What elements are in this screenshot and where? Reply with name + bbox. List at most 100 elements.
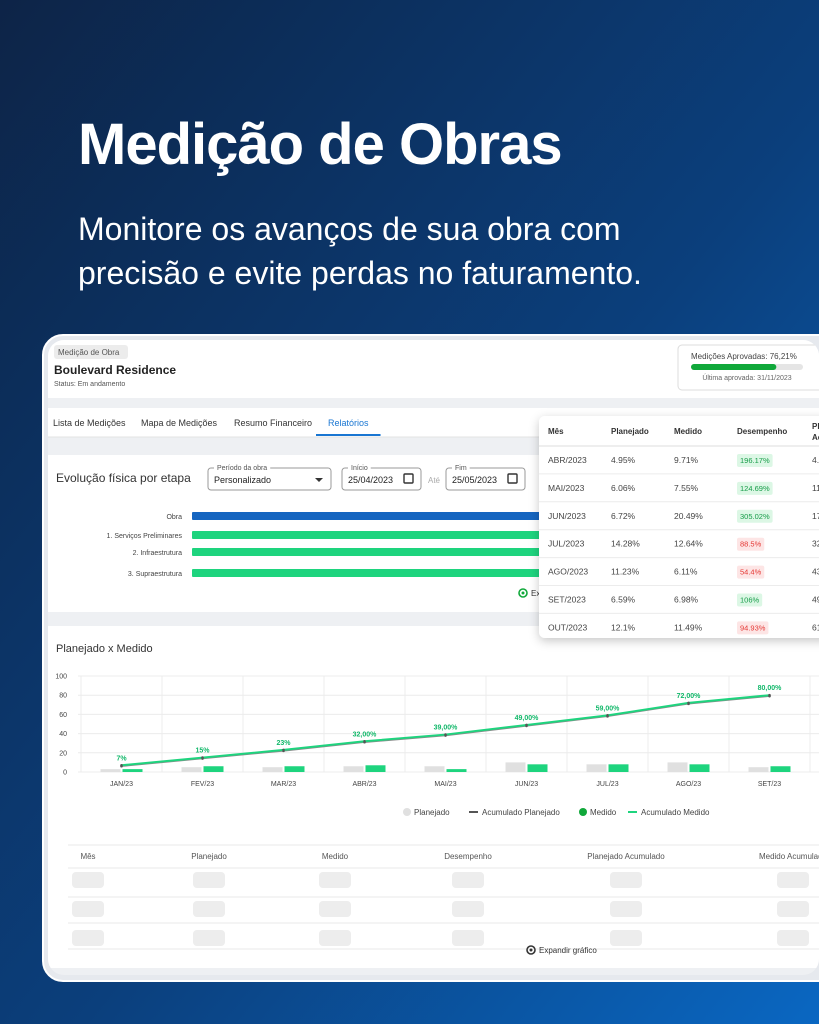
project-status: Status: Em andamento xyxy=(54,381,125,388)
approvals-last: Última aprovada: 31/11/2023 xyxy=(702,373,791,382)
project-name: Boulevard Residence xyxy=(54,363,176,377)
popup-table: Mês Planejado Medido Desempenho PlanejadoAcu… xyxy=(539,416,819,638)
bar xyxy=(284,766,305,772)
y-tick-label: 80 xyxy=(59,693,67,700)
performance-value: 305.02% xyxy=(740,512,770,521)
x-tick-label: FEV/23 xyxy=(191,781,214,788)
label-bg xyxy=(452,466,470,471)
tab[interactable]: Lista de Medições xyxy=(53,418,126,428)
popup-cell: 4.95% xyxy=(812,455,819,465)
table-header: Medido Acumulado xyxy=(759,852,819,861)
popup-cell: JUN/2023 xyxy=(548,511,586,521)
performance-value: 88.5% xyxy=(740,540,762,549)
point xyxy=(282,748,285,752)
popup-cell: 61.93% xyxy=(812,622,819,632)
popup-cell: 43.24% xyxy=(812,567,819,577)
performance-badge xyxy=(737,454,773,467)
tab-underline xyxy=(316,434,381,436)
point xyxy=(363,739,366,743)
calendar-icon xyxy=(403,473,414,484)
data-label: 32,00% xyxy=(353,731,378,738)
table-header: Planejado xyxy=(191,852,227,861)
bar xyxy=(365,765,386,772)
popup-cell: 7.55% xyxy=(674,483,699,493)
popup-cell: 9.71% xyxy=(674,455,699,465)
skeleton-cell xyxy=(610,901,642,917)
bar xyxy=(748,767,769,772)
performance-value: 94.93% xyxy=(740,623,766,632)
popup-cell: SET/2023 xyxy=(548,595,586,605)
skeleton-cell xyxy=(193,872,225,888)
skeleton-cell xyxy=(319,901,351,917)
bar xyxy=(262,767,283,772)
popup-cell: JUL/2023 xyxy=(548,539,585,549)
tab[interactable]: Mapa de Medições xyxy=(141,418,218,428)
skeleton-cell xyxy=(452,872,484,888)
x-tick-label: JAN/23 xyxy=(110,781,133,788)
bar xyxy=(505,762,526,772)
skeleton-cell xyxy=(193,901,225,917)
performance-value: 196.17% xyxy=(740,456,770,465)
start-date-box[interactable] xyxy=(341,467,422,491)
popup-cell: 32.01% xyxy=(812,539,819,549)
popup-cell: 4.95% xyxy=(611,455,636,465)
bar xyxy=(586,764,607,772)
performance-badge xyxy=(737,565,765,579)
data-label: 49,00% xyxy=(515,715,540,722)
tab[interactable]: Relatórios xyxy=(328,418,369,428)
tab[interactable]: Resumo Financeiro xyxy=(234,418,312,428)
bar xyxy=(770,766,791,772)
expand-link[interactable]: Expandir gráfico xyxy=(539,946,597,955)
popup-cell: 6.59% xyxy=(611,595,636,605)
label-bg xyxy=(214,466,271,471)
end-date-label: Fim xyxy=(455,465,467,472)
popup-cell: 49.83% xyxy=(812,595,819,605)
eye-icon xyxy=(518,588,528,598)
legend-label: Medido xyxy=(590,808,617,817)
data-label: 39,00% xyxy=(434,725,459,732)
eye-icon xyxy=(526,945,536,955)
breadcrumb-pill xyxy=(54,345,128,359)
period-select-value: Personalizado xyxy=(214,475,271,485)
legend-label: Acumulado Planejado xyxy=(482,808,560,817)
performance-badge xyxy=(737,509,773,523)
bar xyxy=(343,766,364,772)
hero-subtitle: Monitore os avanços de sua obra com xyxy=(78,211,621,247)
popup-cell: MAI/2023 xyxy=(548,483,585,493)
skeleton-cell xyxy=(72,930,104,946)
stage-label: 1. Serviços Preliminares xyxy=(107,533,183,540)
bar xyxy=(100,769,121,772)
end-date-box[interactable] xyxy=(445,467,526,491)
popup-header: Desempenho xyxy=(737,427,787,436)
breadcrumb: Medição de Obra xyxy=(58,348,120,357)
performance-value: 106% xyxy=(740,596,760,605)
approvals-label: Medições Aprovadas: 76,21% xyxy=(691,352,797,361)
hero-subtitle: precisão e evite perdas no faturamento. xyxy=(78,255,642,291)
skeleton-cell xyxy=(452,901,484,917)
dropdown-arrow xyxy=(315,478,323,482)
popup-cell: 14.28% xyxy=(611,539,640,549)
skeleton-cell xyxy=(193,930,225,946)
x-tick-label: MAR/23 xyxy=(271,781,296,788)
skeleton-cell xyxy=(319,930,351,946)
table-header: Desempenho xyxy=(444,852,492,861)
popup-cell: OUT/2023 xyxy=(548,622,587,632)
point xyxy=(606,714,609,717)
date-separator: Até xyxy=(428,476,441,485)
popup-cell: ABR/2023 xyxy=(548,455,587,465)
legend-marker xyxy=(579,808,587,816)
popup-cell: 12.64% xyxy=(674,539,703,549)
popup-cell: 17.73% xyxy=(812,511,819,521)
y-tick-label: 40 xyxy=(59,731,67,738)
point xyxy=(768,693,771,697)
popup-cell: 11.01% xyxy=(812,483,819,493)
bar xyxy=(424,766,445,772)
calendar-icon xyxy=(507,473,518,484)
x-tick-label: MAI/23 xyxy=(434,781,456,788)
bar xyxy=(122,769,143,772)
popup-header: Planejado xyxy=(611,427,649,436)
legend-label: Acumulado Medido xyxy=(641,808,710,817)
point xyxy=(120,763,123,767)
